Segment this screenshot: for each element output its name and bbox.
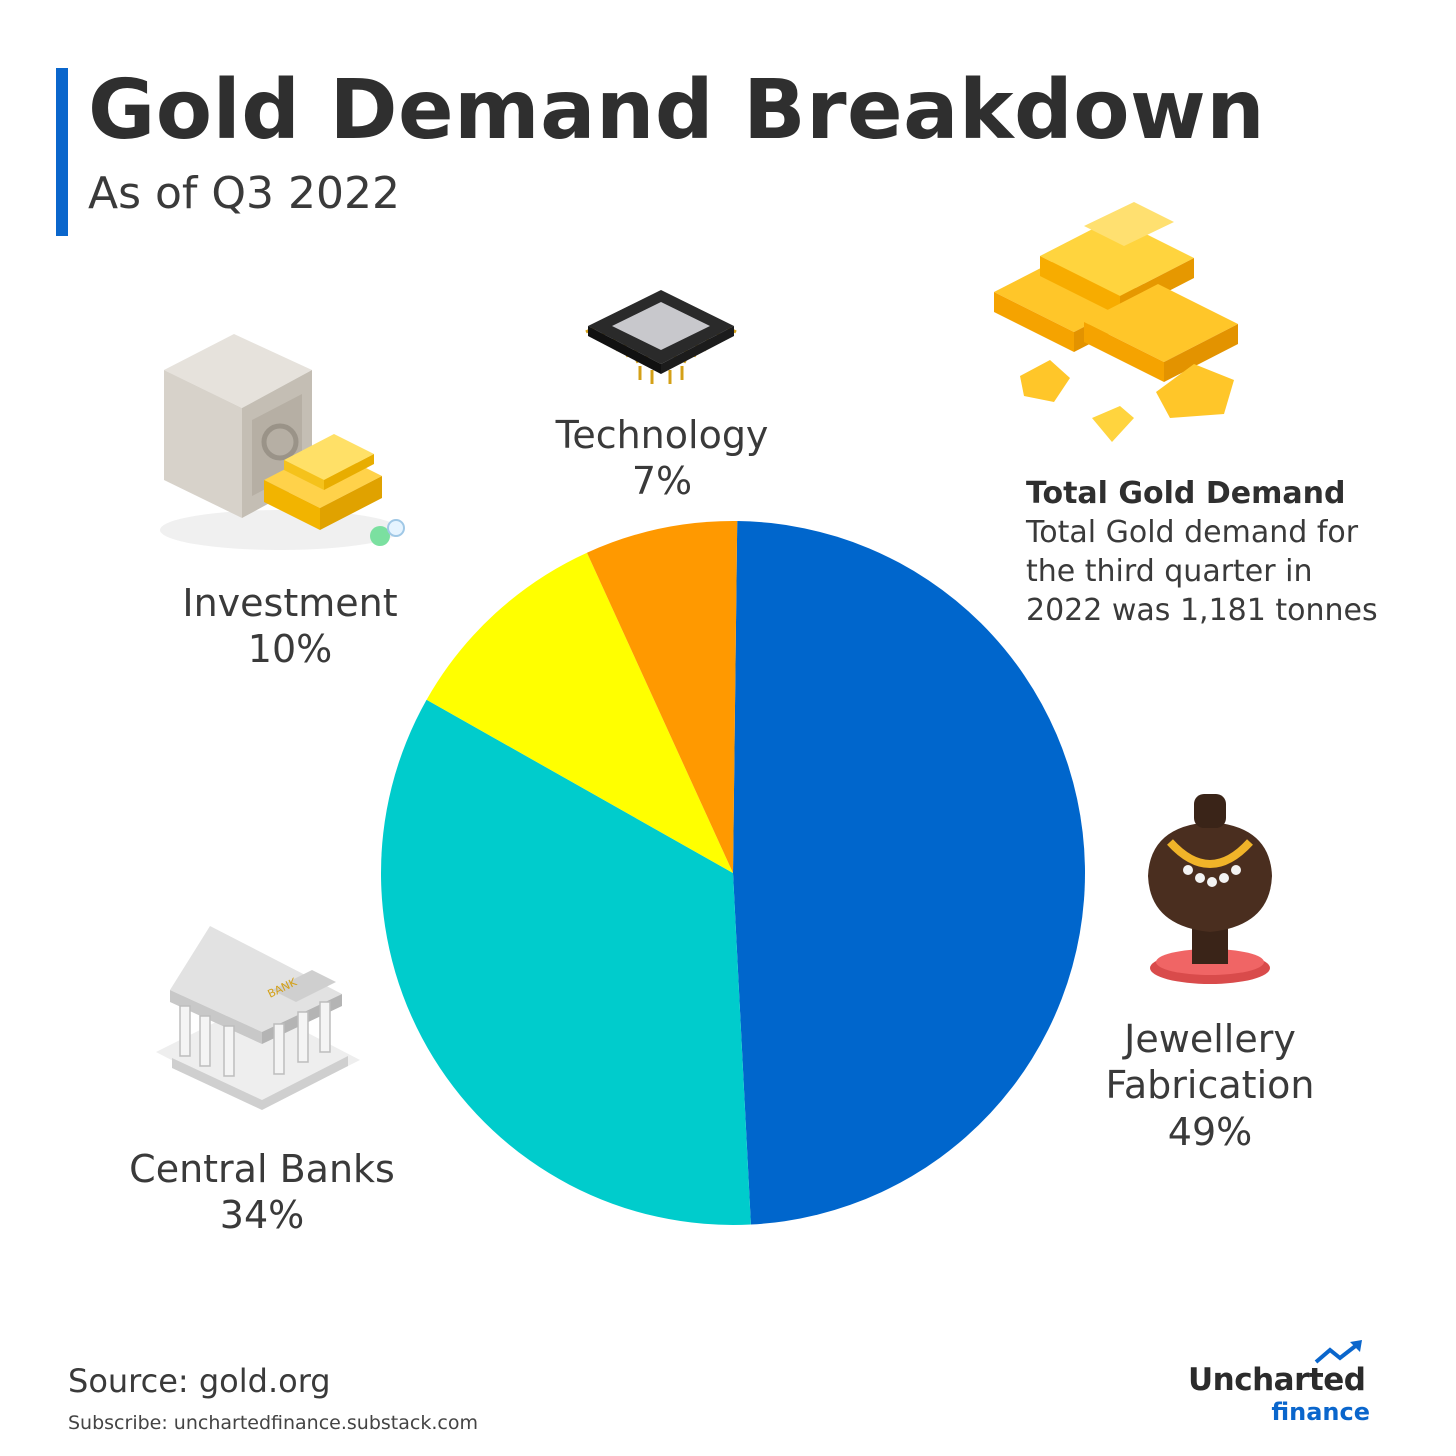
jewellery-name-line1: Jewellery: [1124, 1017, 1296, 1061]
technology-pct: 7%: [631, 459, 693, 504]
logo-word: Uncharted: [1188, 1362, 1366, 1398]
technology-name: Technology: [555, 413, 769, 457]
gold-bars-icon: [994, 202, 1238, 442]
microchip-icon: [585, 290, 737, 384]
logo-sub: finance: [1271, 1398, 1370, 1426]
pie-chart: [381, 521, 1086, 1225]
uncharted-finance-logo: Uncharted finance: [1188, 1340, 1378, 1430]
total-demand-line-2: the third quarter in: [1026, 554, 1313, 589]
jewellery-name-line2: Fabrication: [1105, 1063, 1315, 1108]
pie-slice-jewellery-fabrication: [733, 521, 1086, 1225]
jewellery-label: Jewellery Fabrication 49%: [1090, 1016, 1330, 1155]
pie-slice-central-banks: [381, 699, 751, 1225]
page-title: Gold Demand Breakdown: [88, 63, 1266, 158]
total-demand-info: Total Gold Demand Total Gold demand for …: [1026, 474, 1386, 630]
investment-name: Investment: [182, 581, 398, 625]
total-demand-title: Total Gold Demand: [1026, 476, 1346, 511]
investment-label: Investment 10%: [170, 580, 410, 673]
necklace-bust-icon: [1148, 794, 1272, 984]
subscribe-link[interactable]: Subscribe: unchartedfinance.substack.com: [68, 1412, 478, 1434]
source-text: Source: gold.org: [68, 1362, 331, 1400]
jewellery-pct: 49%: [1167, 1109, 1253, 1154]
central-banks-name: Central Banks: [129, 1147, 395, 1191]
page-subtitle: As of Q3 2022: [88, 168, 400, 219]
central-banks-pct: 34%: [219, 1193, 305, 1238]
total-demand-line-1: Total Gold demand for: [1026, 515, 1359, 550]
pie-slice-technology: [586, 521, 738, 873]
investment-pct: 10%: [247, 627, 333, 672]
safe-icon: [160, 334, 405, 550]
technology-label: Technology 7%: [542, 412, 782, 505]
pie-slice-investment: [426, 552, 733, 873]
trend-arrow-icon: [1314, 1340, 1362, 1364]
total-demand-line-3: 2022 was 1,181 tonnes: [1026, 593, 1378, 628]
bank-icon: BANK: [156, 926, 360, 1110]
central-banks-label: Central Banks 34%: [122, 1146, 402, 1239]
title-accent-bar: [56, 68, 68, 236]
